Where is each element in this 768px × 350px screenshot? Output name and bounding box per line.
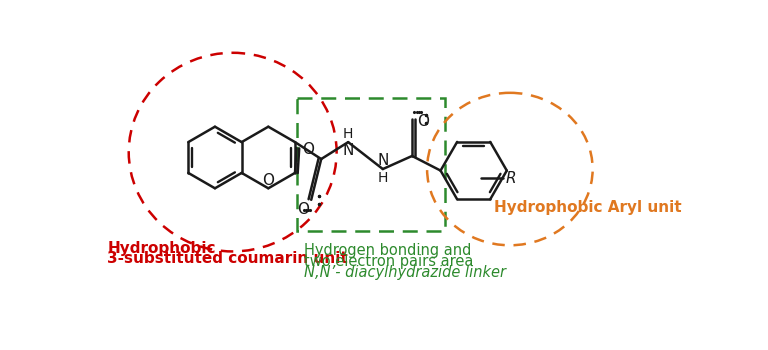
Text: Hydrophobic: Hydrophobic xyxy=(108,241,216,256)
Text: N,N’- diacylhydrazide linker: N,N’- diacylhydrazide linker xyxy=(304,265,506,280)
Text: H: H xyxy=(343,127,353,141)
Text: 3-substituted coumarin unit: 3-substituted coumarin unit xyxy=(108,251,348,266)
Text: O: O xyxy=(417,114,429,129)
Text: Hydrogen bonding and: Hydrogen bonding and xyxy=(304,243,472,258)
Text: N: N xyxy=(343,143,354,158)
Text: N: N xyxy=(377,153,389,168)
Text: O: O xyxy=(297,202,309,217)
Text: Hydrophobic Aryl unit: Hydrophobic Aryl unit xyxy=(494,200,681,215)
Text: R: R xyxy=(505,171,516,186)
Text: O: O xyxy=(302,141,314,156)
Bar xyxy=(296,98,445,231)
Text: two electron pairs area: two electron pairs area xyxy=(304,254,474,269)
Text: O: O xyxy=(263,173,274,188)
Text: H: H xyxy=(378,170,388,184)
